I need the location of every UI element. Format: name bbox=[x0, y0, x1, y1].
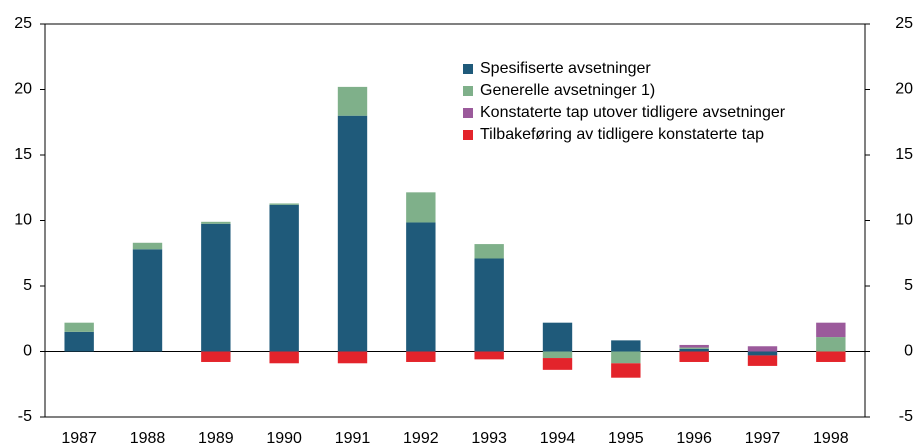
bar-segment bbox=[816, 337, 846, 352]
bar-segment bbox=[201, 221, 231, 224]
y-tick-label: 0 bbox=[23, 343, 32, 360]
bar-segment bbox=[406, 192, 436, 223]
legend-swatch bbox=[463, 130, 473, 140]
bar-segment bbox=[337, 351, 368, 364]
y-tick-label: 20 bbox=[14, 81, 32, 98]
x-tick-label: 1990 bbox=[266, 430, 302, 447]
x-tick-label: 1996 bbox=[676, 430, 712, 447]
bar-segment bbox=[132, 242, 163, 250]
bar-segment bbox=[474, 244, 504, 259]
y-tick-label: 10 bbox=[14, 212, 32, 229]
y2-tick-label: -5 bbox=[899, 408, 913, 425]
x-tick-label: 1987 bbox=[61, 430, 97, 447]
y2-tick-label: 0 bbox=[904, 343, 913, 360]
y2-tick-label: 10 bbox=[895, 212, 913, 229]
x-tick-label: 1993 bbox=[471, 430, 507, 447]
bar-segment bbox=[679, 347, 709, 349]
x-tick-label: 1995 bbox=[608, 430, 644, 447]
bar-segment bbox=[132, 249, 163, 352]
x-tick-label: 1994 bbox=[540, 430, 576, 447]
bar-segment bbox=[542, 351, 573, 359]
y-tick-label: -5 bbox=[18, 408, 32, 425]
bar-segment bbox=[474, 258, 504, 352]
x-tick-label: 1997 bbox=[745, 430, 781, 447]
legend-swatch bbox=[463, 86, 473, 96]
legend-label: Generelle avsetninger 1) bbox=[480, 82, 655, 99]
y2-tick-label: 5 bbox=[904, 277, 913, 294]
bar-segment bbox=[269, 204, 299, 352]
bar-segment bbox=[406, 351, 436, 362]
y2-tick-label: 25 bbox=[895, 15, 913, 32]
bar-segment bbox=[747, 346, 778, 352]
bar-segment bbox=[747, 351, 778, 356]
bar-segment bbox=[269, 351, 299, 364]
y2-tick-label: 15 bbox=[895, 146, 913, 163]
bar-segment bbox=[747, 355, 778, 366]
legend-label: Konstaterte tap utover tidligere avsetni… bbox=[480, 104, 786, 121]
bar-segment bbox=[542, 358, 573, 370]
x-tick-label: 1988 bbox=[130, 430, 166, 447]
y-tick-label: 15 bbox=[14, 146, 32, 163]
bar-segment bbox=[337, 86, 368, 116]
x-tick-label: 1998 bbox=[813, 430, 849, 447]
x-tick-label: 1991 bbox=[335, 430, 371, 447]
x-tick-label: 1992 bbox=[403, 430, 439, 447]
bar-segment bbox=[816, 322, 846, 338]
bar-segment bbox=[406, 222, 436, 352]
bar-segment bbox=[201, 223, 231, 352]
bar-segment bbox=[269, 203, 299, 205]
bar-segment bbox=[679, 348, 709, 352]
bar-segment bbox=[679, 344, 709, 348]
bar-segment bbox=[337, 115, 368, 352]
x-tick-label: 1989 bbox=[198, 430, 234, 447]
bar-segment bbox=[64, 322, 94, 332]
legend-swatch bbox=[463, 108, 473, 118]
y-tick-label: 25 bbox=[14, 15, 32, 32]
bar-segment bbox=[201, 351, 231, 362]
y-tick-label: 5 bbox=[23, 277, 32, 294]
bar-segment bbox=[64, 331, 94, 352]
y2-tick-label: 20 bbox=[895, 81, 913, 98]
legend-label: Spesifiserte avsetninger bbox=[480, 60, 651, 77]
bar-segment bbox=[816, 351, 846, 362]
bar-segment bbox=[679, 351, 709, 362]
legend-label: Tilbakeføring av tidligere konstaterte t… bbox=[480, 126, 764, 143]
bar-segment bbox=[611, 340, 641, 352]
bar-segment bbox=[611, 363, 641, 378]
legend-swatch bbox=[463, 64, 473, 74]
bar-segment bbox=[542, 322, 573, 352]
bar-segment bbox=[474, 351, 504, 360]
bar-segment bbox=[611, 351, 641, 364]
